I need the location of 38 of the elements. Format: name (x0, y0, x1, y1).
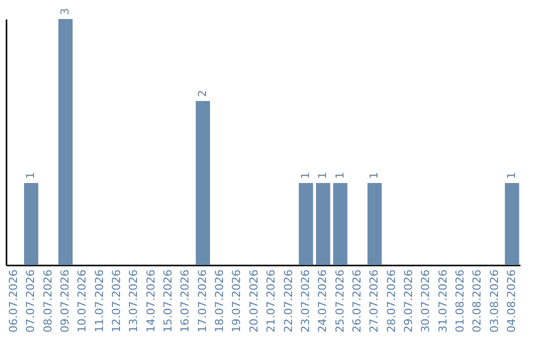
x-tick-label: 21.07.2026 (264, 270, 278, 332)
x-tick-label: 16.07.2026 (178, 270, 192, 332)
x-tick-label: 04.08.2026 (505, 270, 518, 332)
x-tick-label: 30.07.2026 (419, 270, 432, 332)
data-label: 2 (196, 90, 209, 97)
x-tick-label: 01.08.2026 (453, 270, 466, 332)
x-tick-label: 24.07.2026 (316, 270, 330, 332)
x-tick-label: 25.07.2026 (333, 270, 346, 332)
x-tick-label: 13.07.2026 (127, 270, 140, 332)
x-tick-label: 07.07.2026 (24, 270, 38, 332)
x-tick-label: 23.07.2026 (298, 270, 312, 332)
x-tick-label: 22.07.2026 (282, 270, 295, 332)
data-label: 1 (333, 172, 346, 179)
x-tick-label: 12.07.2026 (110, 270, 124, 332)
x-tick-label: 26.07.2026 (350, 270, 364, 332)
data-label: 1 (368, 172, 381, 179)
x-tick-label: 31.07.2026 (436, 270, 450, 332)
x-tick-label: 09.07.2026 (58, 270, 72, 332)
data-label: 1 (298, 172, 312, 179)
x-tick-label: 18.07.2026 (213, 270, 226, 332)
x-tick-label: 14.07.2026 (144, 270, 158, 332)
x-tick-label: 17.07.2026 (196, 270, 209, 332)
x-tick-label: 20.07.2026 (247, 270, 260, 332)
x-tick-label: 03.08.2026 (488, 270, 501, 332)
data-label: 3 (58, 8, 72, 15)
x-tick-label: 27.07.2026 (368, 270, 381, 332)
data-label: 1 (24, 172, 38, 179)
data-label: 1 (505, 172, 518, 179)
x-tick-label: 28.07.2026 (384, 270, 398, 332)
x-tick-label: 29.07.2026 (402, 270, 415, 332)
x-tick-label: 06.07.2026 (6, 270, 20, 332)
x-tick-label: 19.07.2026 (230, 270, 244, 332)
x-tick-label: 10.07.2026 (76, 270, 89, 332)
data-label: 1 (316, 172, 330, 179)
x-tick-label: 15.07.2026 (162, 270, 175, 332)
x-tick-label: 11.07.2026 (92, 270, 106, 332)
x-tick-label: 02.08.2026 (470, 270, 484, 332)
x-tick-label: 08.07.2026 (41, 270, 54, 332)
